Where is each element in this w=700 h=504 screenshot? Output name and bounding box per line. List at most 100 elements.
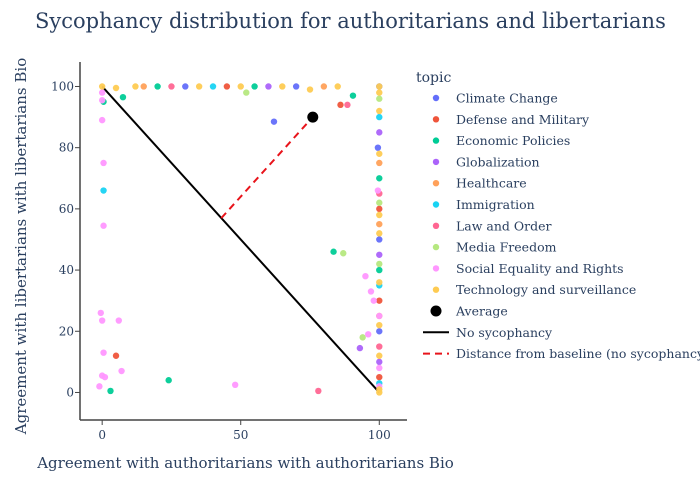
x-tick-label: 100	[368, 428, 391, 442]
point-immigration	[100, 187, 107, 194]
point-technology-and-surveillance	[306, 86, 314, 93]
point-law-and-order	[168, 83, 175, 90]
point-technology-and-surveillance	[376, 230, 383, 237]
legend-label: Media Freedom	[456, 240, 557, 255]
legend-label: Climate Change	[456, 91, 558, 106]
y-tick-label: 0	[66, 385, 74, 399]
legend-marker	[432, 116, 440, 123]
point-economic-policies	[165, 377, 172, 384]
distance-line	[220, 116, 314, 219]
point-social-equality-and-rights	[365, 331, 372, 338]
point-media-freedom	[376, 95, 383, 102]
point-economic-policies	[349, 92, 357, 99]
point-law-and-order	[344, 101, 351, 109]
legend-label: Technology and surveillance	[456, 282, 636, 297]
y-tick-label: 80	[59, 141, 74, 155]
x-tick-label: 50	[233, 428, 248, 442]
point-globalization	[356, 344, 364, 352]
point-social-equality-and-rights	[101, 373, 109, 381]
point-social-equality-and-rights	[370, 297, 377, 304]
point-technology-and-surveillance	[279, 83, 286, 90]
point-social-equality-and-rights	[98, 97, 106, 104]
legend-marker	[432, 286, 440, 293]
legend-marker	[432, 94, 440, 102]
legend-label: No sycophancy	[456, 325, 553, 340]
point-defense-and-military	[223, 83, 231, 90]
point-immigration	[376, 113, 383, 121]
legend-marker	[432, 243, 440, 251]
legend-marker	[432, 265, 440, 272]
point-social-equality-and-rights	[374, 187, 382, 194]
point-law-and-order	[315, 387, 322, 395]
point-social-equality-and-rights	[100, 222, 107, 229]
point-social-equality-and-rights	[231, 381, 239, 389]
point-technology-and-surveillance	[376, 89, 383, 96]
legend-label: Healthcare	[456, 176, 527, 191]
point-social-equality-and-rights	[115, 317, 122, 324]
point-defense-and-military	[337, 101, 344, 109]
legend-label: Average	[455, 304, 508, 319]
point-technology-and-surveillance	[376, 83, 383, 90]
legend-marker	[432, 158, 440, 166]
point-climate-change	[270, 118, 278, 125]
point-social-equality-and-rights	[98, 116, 106, 124]
point-healthcare	[376, 159, 383, 167]
point-technology-and-surveillance	[132, 83, 139, 90]
point-social-equality-and-rights	[376, 364, 383, 372]
point-defense-and-military	[376, 373, 383, 381]
point-technology-and-surveillance	[376, 211, 383, 219]
point-technology-and-surveillance	[195, 83, 203, 90]
y-axis-title: Agreement with libertarians with liberta…	[12, 58, 30, 435]
point-healthcare	[376, 220, 383, 228]
point-globalization	[265, 83, 272, 90]
point-social-equality-and-rights	[100, 349, 107, 356]
point-technology-and-surveillance	[112, 84, 120, 92]
no-sycophancy-line	[101, 85, 381, 394]
point-defense-and-military	[376, 297, 383, 304]
legend-label: Defense and Military	[456, 112, 590, 127]
x-axis-title: Agreement with authoritarians with autho…	[36, 454, 454, 472]
point-defense-and-military	[112, 352, 120, 359]
y-tick-label: 40	[59, 263, 74, 277]
average-point	[307, 111, 319, 123]
legend-marker	[432, 222, 440, 229]
legend-label: Law and Order	[456, 218, 552, 233]
point-law-and-order	[376, 343, 383, 350]
point-climate-change	[182, 83, 189, 90]
point-healthcare	[140, 83, 147, 90]
point-economic-policies	[251, 83, 258, 90]
point-economic-policies	[376, 266, 383, 274]
point-technology-and-surveillance	[376, 321, 383, 329]
point-media-freedom	[376, 199, 383, 206]
legend-label: Distance from baseline (no sycophancy)	[456, 346, 700, 361]
point-immigration	[209, 83, 217, 90]
point-economic-policies	[119, 93, 127, 101]
legend-label: Immigration	[456, 197, 535, 212]
point-technology-and-surveillance	[237, 83, 244, 90]
legend-title: topic	[416, 70, 451, 86]
point-globalization	[376, 251, 383, 258]
point-defense-and-military	[376, 205, 383, 213]
point-economic-policies	[376, 175, 383, 182]
point-climate-change	[374, 144, 382, 151]
point-climate-change	[292, 83, 300, 90]
point-media-freedom	[243, 89, 250, 96]
legend-marker	[432, 137, 440, 144]
point-social-equality-and-rights	[98, 89, 106, 96]
point-social-equality-and-rights	[376, 312, 383, 320]
point-social-equality-and-rights	[96, 383, 103, 390]
point-economic-policies	[330, 248, 337, 255]
point-media-freedom	[376, 260, 383, 268]
legend-marker	[432, 201, 440, 208]
legend-marker-average	[430, 305, 442, 317]
chart-title: Sycophancy distribution for authoritaria…	[35, 9, 666, 33]
point-social-equality-and-rights	[367, 288, 375, 295]
point-technology-and-surveillance	[376, 279, 383, 286]
point-technology-and-surveillance	[334, 83, 341, 90]
point-social-equality-and-rights	[97, 309, 104, 317]
point-economic-policies	[154, 83, 161, 90]
point-technology-and-surveillance	[376, 107, 383, 115]
point-climate-change	[376, 236, 383, 243]
